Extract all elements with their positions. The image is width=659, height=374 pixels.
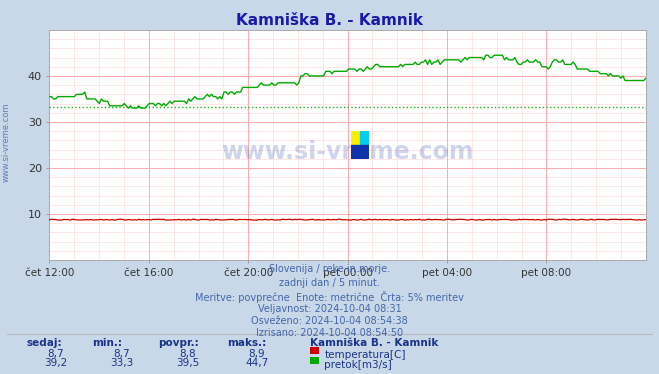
Text: www.si-vreme.com: www.si-vreme.com [221, 140, 474, 164]
Text: zadnji dan / 5 minut.: zadnji dan / 5 minut. [279, 278, 380, 288]
Text: Izrisano: 2024-10-04 08:54:50: Izrisano: 2024-10-04 08:54:50 [256, 328, 403, 338]
Text: sedaj:: sedaj: [26, 338, 62, 349]
Text: Veljavnost: 2024-10-04 08:31: Veljavnost: 2024-10-04 08:31 [258, 304, 401, 314]
Text: 44,7: 44,7 [245, 358, 269, 368]
Bar [351, 145, 369, 159]
Bar [360, 131, 369, 145]
Text: pretok[m3/s]: pretok[m3/s] [324, 360, 392, 370]
Text: Kamniška B. - Kamnik: Kamniška B. - Kamnik [236, 13, 423, 28]
Text: 8,9: 8,9 [248, 349, 266, 359]
Text: Slovenija / reke in morje.: Slovenija / reke in morje. [269, 264, 390, 274]
Text: temperatura[C]: temperatura[C] [324, 350, 406, 360]
Text: Osveženo: 2024-10-04 08:54:38: Osveženo: 2024-10-04 08:54:38 [251, 316, 408, 326]
Text: min.:: min.: [92, 338, 123, 349]
Bar [351, 131, 360, 145]
Text: 39,2: 39,2 [44, 358, 68, 368]
Text: 8,7: 8,7 [47, 349, 65, 359]
Text: 33,3: 33,3 [110, 358, 134, 368]
Text: 8,7: 8,7 [113, 349, 130, 359]
Text: www.si-vreme.com: www.si-vreme.com [1, 102, 11, 182]
Text: 8,8: 8,8 [179, 349, 196, 359]
Text: maks.:: maks.: [227, 338, 267, 349]
Text: povpr.:: povpr.: [158, 338, 199, 349]
Text: 39,5: 39,5 [176, 358, 200, 368]
Text: Meritve: povprečne  Enote: metrične  Črta: 5% meritev: Meritve: povprečne Enote: metrične Črta:… [195, 291, 464, 303]
Text: Kamniška B. - Kamnik: Kamniška B. - Kamnik [310, 338, 438, 349]
